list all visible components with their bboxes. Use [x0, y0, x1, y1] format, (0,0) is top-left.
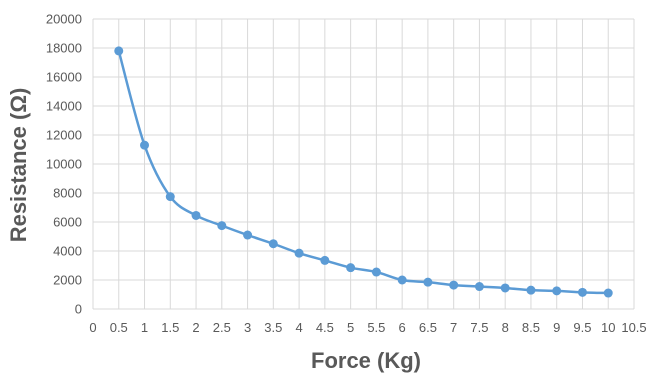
x-axis-title: Force (Kg) [311, 348, 421, 373]
x-tick-label: 2.5 [213, 320, 231, 335]
data-point [552, 286, 562, 296]
y-tick-label: 6000 [53, 215, 82, 230]
x-tick-label: 10 [601, 320, 615, 335]
x-tick-label: 9.5 [573, 320, 591, 335]
x-tick-label: 9 [553, 320, 560, 335]
data-point [320, 255, 330, 265]
y-tick-label: 12000 [46, 128, 82, 143]
y-tick-label: 4000 [53, 244, 82, 259]
data-point [268, 239, 278, 249]
x-axis-tick-labels: 0 0.5 1 1.5 2 2.5 3 3.5 4 4.5 5 5.5 6 6.5 7 7.5 8 8.5 9 9.5… [89, 320, 646, 335]
data-point [500, 283, 510, 293]
y-tick-label: 0 [75, 302, 82, 317]
data-point [191, 210, 201, 220]
data-point [449, 280, 459, 290]
y-tick-label: 16000 [46, 70, 82, 85]
x-tick-label: 6 [399, 320, 406, 335]
data-point [114, 46, 124, 56]
data-points [114, 46, 613, 298]
y-axis-title: Resistance (Ω) [6, 88, 31, 243]
y-tick-label: 18000 [46, 41, 82, 56]
data-point [371, 267, 381, 277]
x-tick-label: 7 [450, 320, 457, 335]
data-point [294, 248, 304, 258]
y-tick-label: 10000 [46, 157, 82, 172]
data-point [474, 282, 484, 292]
data-point [165, 192, 175, 202]
data-point [140, 140, 150, 150]
x-tick-label: 3 [244, 320, 251, 335]
data-point [526, 285, 536, 295]
x-tick-label: 2 [192, 320, 199, 335]
data-point [243, 230, 253, 240]
data-point [603, 288, 613, 298]
data-point [346, 263, 356, 273]
x-tick-label: 1 [141, 320, 148, 335]
x-tick-label: 5 [347, 320, 354, 335]
data-point [397, 275, 407, 285]
data-point [217, 221, 227, 231]
y-tick-label: 2000 [53, 273, 82, 288]
horizontal-gridlines [93, 18, 634, 310]
y-axis-tick-labels: 0 2000 4000 6000 8000 10000 12000 14000 16000 180… [46, 12, 82, 317]
x-tick-label: 7.5 [470, 320, 488, 335]
x-tick-label: 3.5 [264, 320, 282, 335]
x-tick-label: 4.5 [316, 320, 334, 335]
data-point [577, 287, 587, 297]
x-tick-label: 5.5 [367, 320, 385, 335]
x-tick-label: 6.5 [419, 320, 437, 335]
data-point [423, 277, 433, 287]
x-tick-label: 10.5 [621, 320, 646, 335]
x-tick-label: 1.5 [161, 320, 179, 335]
x-tick-label: 8 [502, 320, 509, 335]
y-tick-label: 14000 [46, 99, 82, 114]
x-tick-label: 0.5 [110, 320, 128, 335]
x-tick-label: 8.5 [522, 320, 540, 335]
y-tick-label: 20000 [46, 12, 82, 27]
x-tick-label: 0 [89, 320, 96, 335]
x-tick-label: 4 [295, 320, 302, 335]
y-tick-label: 8000 [53, 186, 82, 201]
